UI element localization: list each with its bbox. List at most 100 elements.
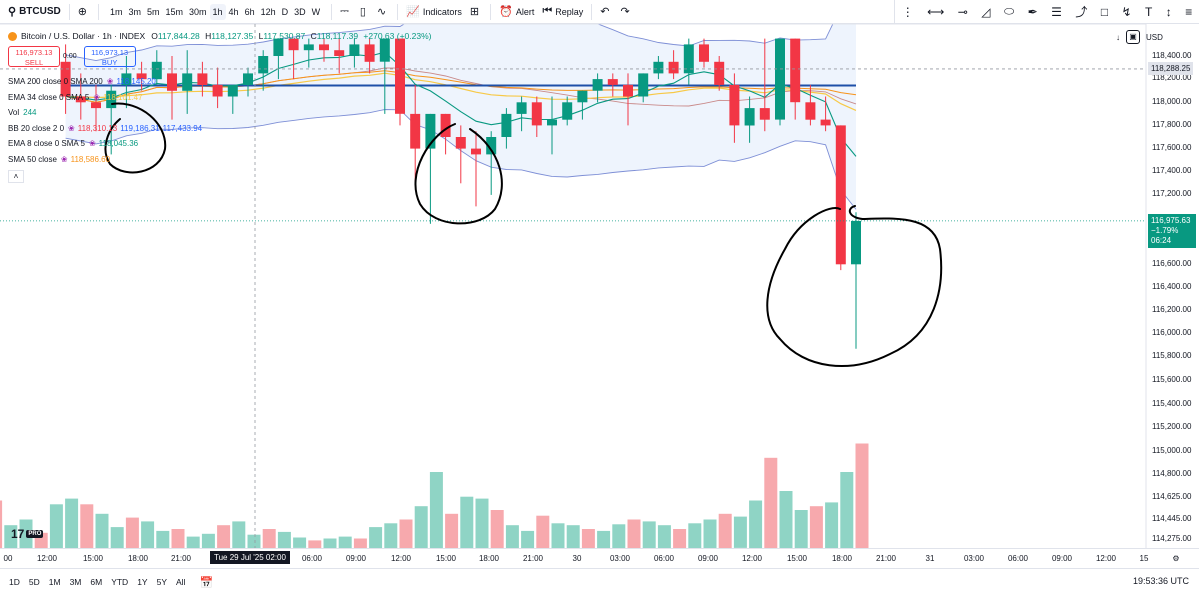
lock-scale-icon[interactable]: ▣ <box>1126 30 1140 44</box>
ohlc-values: O117,844.28 H118,127.35 L117,530.87 C118… <box>151 31 434 41</box>
time-tick-label: 12:00 <box>1095 554 1117 563</box>
timeframe-3D[interactable]: 3D <box>294 6 306 17</box>
settings-icon[interactable]: ❀ <box>93 92 101 102</box>
candles-icon: ▯ <box>359 6 366 18</box>
templates-button[interactable]: ⊞ <box>466 0 486 24</box>
drag-handle-icon[interactable]: ⋮ <box>901 4 914 19</box>
legend-row[interactable]: SMA 200 close 0 SMA 200 ❀ 118,145.20 <box>8 74 205 90</box>
change-value: +270.63 (+0.23%) <box>363 31 432 41</box>
legend-row[interactable]: Vol 244 <box>8 105 205 121</box>
price-tick-label: 115,800.00 <box>1152 351 1192 360</box>
horizontal-ray-icon[interactable]: ⊸ <box>957 4 968 19</box>
range-1D[interactable]: 1D <box>9 577 20 587</box>
settings-icon[interactable]: ❀ <box>106 77 114 86</box>
candle-body <box>562 102 573 120</box>
divider <box>591 3 593 20</box>
volume-bar <box>460 496 474 548</box>
price-tick-label: 114,625.00 <box>1152 492 1192 501</box>
settings-icon[interactable]: ❀ <box>88 139 96 149</box>
angle-icon[interactable]: ◿ <box>981 4 991 19</box>
spread-value: 0.00 <box>63 53 77 60</box>
fib-retracement-icon[interactable]: ☰ <box>1051 4 1062 19</box>
price-tick-label: 114,800.00 <box>1152 469 1192 478</box>
measure-icon[interactable]: ↕ <box>1165 4 1172 19</box>
range-6M[interactable]: 6M <box>90 577 103 587</box>
legend-row[interactable]: BB 20 close 2 0 ❀ 118,310.13 119,186.31 117,… <box>8 121 205 137</box>
timeframe-30m[interactable]: 30m <box>189 6 207 17</box>
sell-button[interactable]: 116,973.13 SELL <box>8 46 60 67</box>
candle-body <box>714 61 725 85</box>
volume-bar <box>323 538 337 548</box>
moving-averages <box>65 51 857 157</box>
bollinger-upper-line <box>65 24 834 62</box>
legend-row[interactable]: EMA 34 close 0 SMA 5 ❀ 118,101.47 <box>8 90 205 106</box>
volume-bar <box>19 519 33 548</box>
timeframe-1m[interactable]: 1m <box>109 6 123 17</box>
timeframe-1h[interactable]: 1h <box>209 3 226 20</box>
redo-icon: ↷ <box>620 6 630 18</box>
legend-name: EMA 34 close 0 SMA 5 <box>8 92 90 102</box>
candle-body <box>121 73 132 85</box>
settings-icon[interactable]: ⚙ <box>1172 554 1180 563</box>
arrow-down-icon[interactable]: ↓ <box>1116 32 1120 42</box>
calendar-icon[interactable]: 📅 <box>199 576 214 589</box>
range-YTD[interactable]: YTD <box>111 577 129 587</box>
timeframe-W[interactable]: W <box>311 6 321 17</box>
date-range-icon[interactable]: ⟷ <box>927 4 945 19</box>
candle-type-button[interactable]: ▯ <box>356 0 373 24</box>
timeframe-4h[interactable]: 4h <box>228 6 239 17</box>
range-5Y[interactable]: 5Y <box>156 577 167 587</box>
clock[interactable]: 19:53:36 UTC <box>1132 576 1189 586</box>
range-5D[interactable]: 5D <box>28 577 40 587</box>
symbol-search-button[interactable]: ⚲ BTCUSD <box>0 0 65 24</box>
curve-icon[interactable]: ⤴ <box>1075 5 1088 19</box>
legend-row[interactable]: EMA 8 close 0 SMA 5 ❀ 118,045.36 <box>8 136 205 152</box>
timeframe-D[interactable]: D <box>281 6 289 17</box>
bar-type-button[interactable]: ⎓ <box>336 0 356 24</box>
brush-icon[interactable]: ✒ <box>1027 4 1038 19</box>
range-3M[interactable]: 3M <box>69 577 82 587</box>
symbol-title[interactable]: Bitcoin / U.S. Dollar · 1h · INDEX <box>21 31 146 41</box>
timeframe-15m[interactable]: 15m <box>165 6 184 17</box>
timeframe-12h[interactable]: 12h <box>260 6 276 17</box>
range-All[interactable]: All <box>176 577 186 587</box>
buy-button[interactable]: 116,973.13 BUY <box>83 46 136 67</box>
time-axis[interactable]: Tue 29 Jul '25 02:00 00 12:00 15:00 18:00 21… <box>0 548 1199 568</box>
chart-canvas[interactable] <box>0 24 1199 548</box>
rectangle-icon[interactable]: □ <box>1100 4 1109 19</box>
circle-annotation <box>104 102 167 174</box>
fib-channel-icon[interactable]: ≡ <box>1185 4 1193 19</box>
candle-body <box>410 113 421 149</box>
volume-bar <box>262 529 276 548</box>
replay-button[interactable]: ⏮ Replay <box>538 0 587 24</box>
time-tick-label: 03:00 <box>963 554 985 563</box>
settings-icon[interactable]: ❀ <box>60 154 68 164</box>
legend-row[interactable]: SMA 50 close ❀ 118,586.60 <box>8 152 205 168</box>
tradingview-logo[interactable]: 17 PRO <box>11 527 44 541</box>
volume-bar <box>232 521 246 548</box>
path-icon[interactable]: ↯ <box>1121 4 1132 19</box>
time-tick-label: 09:00 <box>697 554 719 563</box>
range-1M[interactable]: 1M <box>48 577 61 587</box>
legend-value: 118,586.60 <box>70 154 111 164</box>
time-tick-label: 15:00 <box>82 554 104 563</box>
text-icon[interactable]: T <box>1145 4 1153 19</box>
undo-button[interactable]: ↶ <box>596 0 616 24</box>
ellipse-icon[interactable]: ⬭ <box>1003 4 1015 18</box>
timeframe-5m[interactable]: 5m <box>146 6 160 17</box>
settings-icon[interactable]: ❀ <box>68 123 75 133</box>
ema34-line <box>65 72 857 111</box>
volume-bar <box>369 527 383 548</box>
timeframe-6h[interactable]: 6h <box>244 6 255 17</box>
bars-icon: ⎓ <box>340 5 349 17</box>
candle-body <box>303 44 314 51</box>
alert-button[interactable]: ⏰ Alert <box>495 0 538 24</box>
timeframe-3m[interactable]: 3m <box>128 6 141 17</box>
redo-button[interactable]: ↷ <box>617 0 637 24</box>
compare-button[interactable]: ⊕ <box>74 0 94 24</box>
line-type-button[interactable]: ∿ <box>373 0 393 24</box>
currency-label[interactable]: USD <box>1146 32 1163 42</box>
indicators-button[interactable]: 📈 Indicators <box>402 0 466 24</box>
range-1Y[interactable]: 1Y <box>137 577 148 587</box>
collapse-legend-button[interactable]: ˄ <box>8 170 24 183</box>
